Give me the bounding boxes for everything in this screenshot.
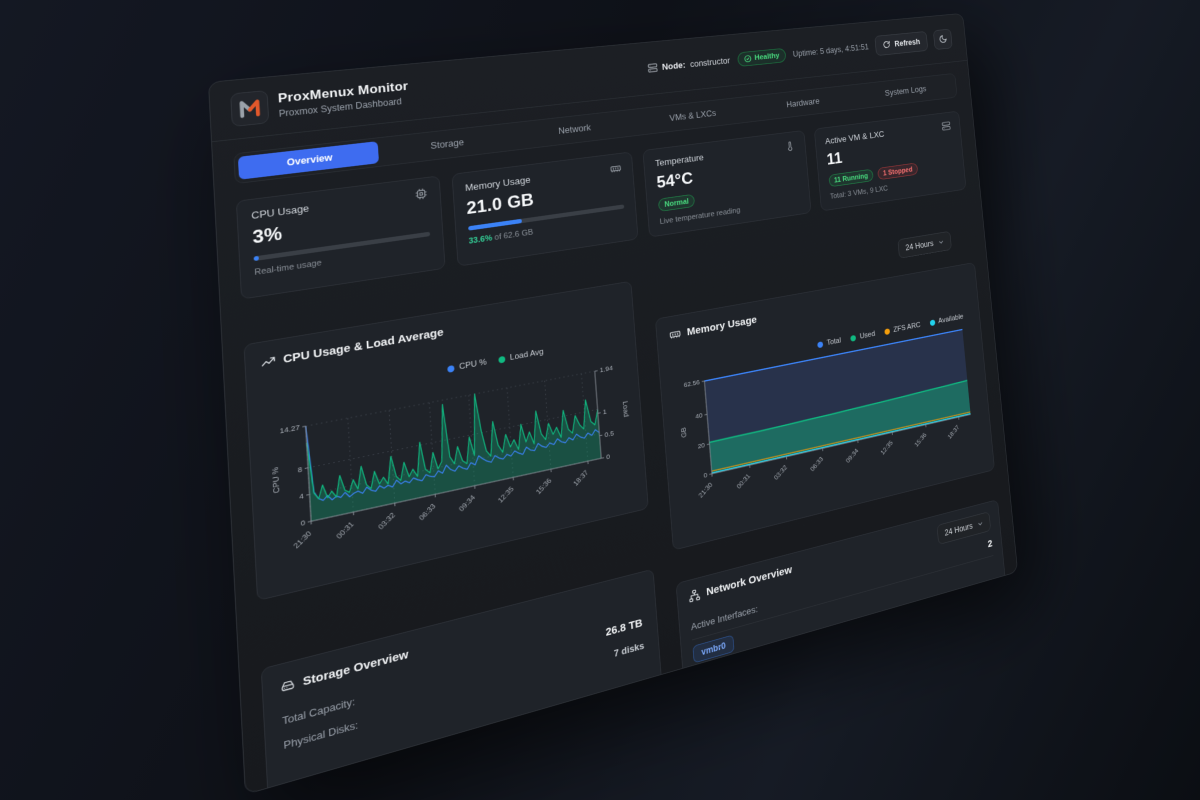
trending-up-icon (261, 354, 276, 370)
svg-text:18:37: 18:37 (947, 424, 961, 441)
svg-text:03:32: 03:32 (377, 511, 398, 531)
storage-row-disks: Physical Disks: 7 disks (283, 640, 645, 752)
cpu-chip-icon (414, 187, 427, 200)
vm-running-badge: 11 Running (828, 168, 874, 188)
uptime-text: Uptime: 5 days, 4:51:51 (792, 42, 869, 59)
refresh-button[interactable]: Refresh (874, 30, 929, 56)
svg-text:4: 4 (299, 491, 305, 500)
vm-stopped-badge: 1 Stopped (877, 162, 919, 181)
svg-text:09:34: 09:34 (457, 493, 477, 513)
refresh-icon (883, 40, 891, 49)
svg-text:CPU %: CPU % (270, 466, 282, 494)
svg-text:18:37: 18:37 (572, 468, 590, 487)
tab-system-logs[interactable]: System Logs (884, 84, 927, 98)
svg-text:15:36: 15:36 (535, 476, 554, 495)
cpu-usage-card: CPU Usage 3% Real-time usage (235, 175, 446, 300)
ram-icon (669, 328, 681, 342)
tab-network[interactable]: Network (558, 122, 592, 137)
storage-overview-card: Storage Overview Total Capacity: 26.8 TB… (260, 568, 664, 795)
svg-text:06:33: 06:33 (417, 502, 437, 522)
svg-text:0: 0 (606, 452, 611, 461)
proxmenux-logo (230, 89, 270, 127)
temperature-status-badge: Normal (657, 193, 696, 212)
svg-text:12:35: 12:35 (496, 485, 515, 505)
server-stack-icon (941, 121, 951, 132)
svg-text:GB: GB (679, 426, 688, 438)
cpu-card-label: CPU Usage (251, 202, 310, 222)
node-info: Node: constructor (647, 55, 730, 73)
chevron-down-icon (977, 519, 984, 528)
svg-text:06:33: 06:33 (809, 455, 825, 473)
temperature-card-label: Temperature (654, 152, 704, 169)
svg-text:00:31: 00:31 (735, 472, 752, 490)
svg-text:0: 0 (300, 518, 306, 528)
node-label: Node: (661, 60, 686, 72)
svg-text:40: 40 (695, 412, 703, 421)
brand: ProxMenux Monitor Proxmox System Dashboa… (230, 76, 410, 127)
moon-icon (938, 34, 947, 44)
svg-text:00:31: 00:31 (335, 520, 356, 541)
svg-text:0.5: 0.5 (604, 429, 614, 439)
svg-text:1: 1 (603, 408, 608, 416)
tab-vms-lxcs[interactable]: VMs & LXCs (669, 108, 717, 124)
server-icon (647, 62, 658, 73)
tab-hardware[interactable]: Hardware (785, 96, 820, 110)
thermometer-icon (784, 140, 795, 152)
time-range-select[interactable]: 24 Hours (897, 230, 952, 259)
svg-text:09:34: 09:34 (845, 447, 860, 464)
svg-text:20: 20 (697, 441, 705, 450)
node-value: constructor (689, 55, 731, 69)
svg-text:15:36: 15:36 (913, 431, 928, 448)
cpu-load-chart-card: CPU Usage & Load Average CPU % Load Avg … (243, 280, 649, 601)
svg-text:12:35: 12:35 (879, 439, 894, 456)
status-cluster: Node: constructor Healthy Uptime: 5 days… (647, 28, 953, 79)
health-badge: Healthy (736, 47, 787, 67)
svg-text:14.27: 14.27 (279, 423, 300, 435)
svg-text:03:32: 03:32 (773, 463, 789, 481)
brand-text: ProxMenux Monitor Proxmox System Dashboa… (278, 79, 410, 119)
svg-text:0: 0 (703, 471, 708, 479)
interface-badge: vmbr0 (692, 634, 735, 664)
logo-m-icon (238, 98, 261, 118)
theme-toggle-button[interactable] (932, 28, 953, 50)
refresh-label: Refresh (894, 37, 921, 49)
svg-text:62.56: 62.56 (683, 378, 700, 389)
chevron-down-icon (938, 238, 945, 246)
dashboard-page: ProxMenux Monitor Proxmox System Dashboa… (208, 13, 1018, 795)
health-label: Healthy (754, 51, 780, 62)
svg-text:21:30: 21:30 (697, 481, 714, 499)
tab-overview[interactable]: Overview (237, 141, 380, 180)
svg-text:1.94: 1.94 (599, 364, 613, 374)
memory-chart: 0 20 40 62.56 21:30 00:31 03:32 06:33 09:34 12:35… (679, 323, 983, 499)
temperature-card: Temperature 54°C Normal Live temperature… (642, 130, 812, 238)
hard-drive-icon (280, 677, 295, 695)
active-vm-lxc-card: Active VM & LXC 11 11 Running 1 Stopped … (813, 110, 967, 212)
memory-chart-card: Memory Usage Total Used ZFS ARC Availabl… (655, 262, 995, 551)
svg-text:21:30: 21:30 (292, 529, 314, 550)
svg-text:8: 8 (297, 465, 303, 474)
svg-text:Load: Load (621, 400, 631, 418)
network-icon (688, 588, 701, 603)
memory-card-label: Memory Usage (464, 174, 531, 194)
ram-icon (610, 163, 622, 175)
tab-storage[interactable]: Storage (430, 137, 465, 152)
check-circle-icon (744, 54, 752, 63)
cpu-load-chart: 0 4 8 14.27 0 0.5 1 1.94 21:30 00:31 03:32 06:33 09:… (270, 364, 631, 550)
memory-usage-card: Memory Usage 21.0 GB 33.6% of 62.6 GB (451, 151, 639, 267)
